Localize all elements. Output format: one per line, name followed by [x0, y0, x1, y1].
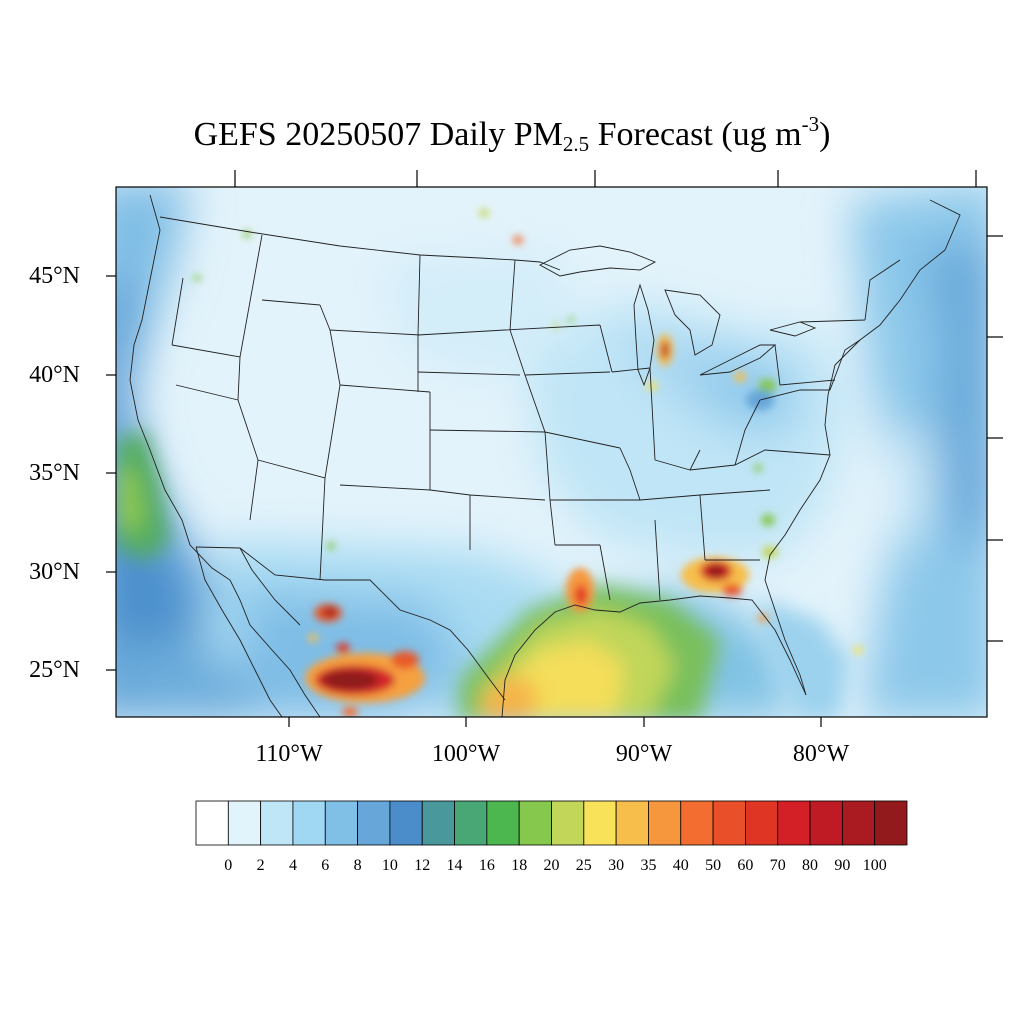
- title-superscript: -3: [801, 112, 820, 136]
- axis-ticks: [106, 170, 1003, 727]
- colorbar-swatch: [518, 800, 552, 846]
- hotspot-layer: [193, 209, 863, 717]
- lon-label-100w: 100°W: [431, 741, 501, 767]
- regional-concentration-layer: [116, 187, 987, 717]
- lat-label-45n: 45°N: [29, 263, 80, 289]
- colorbar-label: 80: [802, 857, 818, 874]
- colorbar-swatch: [648, 800, 682, 846]
- colorbar-label: 25: [575, 857, 592, 874]
- colorbar-swatch: [260, 800, 294, 846]
- title-middle-text: Forecast (ug m: [589, 116, 802, 153]
- colorbar-label: 4: [289, 857, 297, 874]
- colorbar-label: 100: [862, 857, 887, 874]
- map-title: GEFS 20250507 Daily PM2.5 Forecast (ug m…: [0, 113, 1024, 157]
- gulf-coastline: [501, 595, 807, 717]
- colorbar-label: 50: [705, 857, 722, 874]
- colorbar-swatch: [777, 800, 811, 846]
- pacific-coastline: [129, 194, 321, 717]
- colorbar-label: 16: [478, 857, 495, 874]
- colorbar-swatch: [583, 800, 617, 846]
- colorbar-label: 8: [353, 857, 362, 874]
- colorbar-label: 12: [414, 857, 431, 874]
- lon-label-90w: 90°W: [615, 741, 673, 767]
- colorbar-swatch: [809, 800, 843, 846]
- atlantic-coastline: [764, 199, 961, 696]
- colorbar-swatch: [292, 800, 326, 846]
- colorbar-label: 6: [321, 857, 330, 874]
- lat-label-35n: 35°N: [29, 460, 80, 486]
- colorbar-label: 35: [640, 857, 657, 874]
- lon-label-80w: 80°W: [792, 741, 850, 767]
- colorbar-label: 60: [737, 857, 754, 874]
- pm25-field: [116, 187, 987, 717]
- colorbar-label: 2: [256, 857, 265, 874]
- canada-border: [159, 216, 561, 271]
- california-plume-layer: [116, 430, 170, 560]
- colorbar-label: 14: [446, 857, 463, 874]
- colorbar-swatch: [421, 800, 455, 846]
- colorbar-label: 18: [511, 857, 528, 874]
- title-suffix: ): [819, 116, 831, 153]
- gulf-of-california-coast: [239, 547, 301, 626]
- colorbar-label: 90: [834, 857, 851, 874]
- lake-ontario: [769, 321, 817, 337]
- colorbar-swatch: [680, 800, 714, 846]
- colorbar-swatch: [389, 800, 423, 846]
- colorbar-label: 40: [672, 857, 689, 874]
- state-lines-east: [611, 259, 901, 601]
- lat-label-40n: 40°N: [29, 362, 80, 388]
- lon-label-110w: 110°W: [255, 741, 323, 767]
- lake-superior: [539, 245, 657, 277]
- colorbar-label: 0: [224, 857, 233, 874]
- colorbar-swatch: [486, 800, 520, 846]
- lat-label-30n: 30°N: [29, 559, 80, 585]
- colorbar-swatch: [874, 800, 908, 846]
- baja-coastline: [195, 546, 283, 717]
- colorbar-swatch: [615, 800, 649, 846]
- colorbar-swatch: [745, 800, 779, 846]
- colorbar-swatch: [712, 800, 746, 846]
- colorbar-label: 10: [381, 857, 398, 874]
- colorbar-swatch: [841, 800, 876, 846]
- colorbar-swatch: [227, 800, 262, 846]
- colorbar: [195, 800, 908, 846]
- map-frame: [115, 186, 988, 718]
- mexico-border: [195, 546, 506, 701]
- title-main-text: GEFS 20250507 Daily PM: [193, 116, 563, 153]
- gulf-plume-layer: [460, 585, 850, 717]
- colorbar-swatch: [195, 800, 229, 846]
- colorbar-label: 70: [769, 857, 786, 874]
- colorbar-swatch: [324, 800, 358, 846]
- colorbar-label: 20: [543, 857, 560, 874]
- colorbar-label: 30: [608, 857, 625, 874]
- title-subscript: 2.5: [562, 132, 590, 156]
- lat-label-25n: 25°N: [29, 657, 80, 683]
- boundary-lines: [129, 194, 961, 717]
- lake-michigan: [633, 283, 655, 387]
- colorbar-swatch: [454, 800, 488, 846]
- lake-huron: [664, 289, 721, 356]
- colorbar-swatch: [357, 800, 391, 846]
- colorbar-swatch: [551, 800, 585, 846]
- state-lines-central: [417, 259, 640, 601]
